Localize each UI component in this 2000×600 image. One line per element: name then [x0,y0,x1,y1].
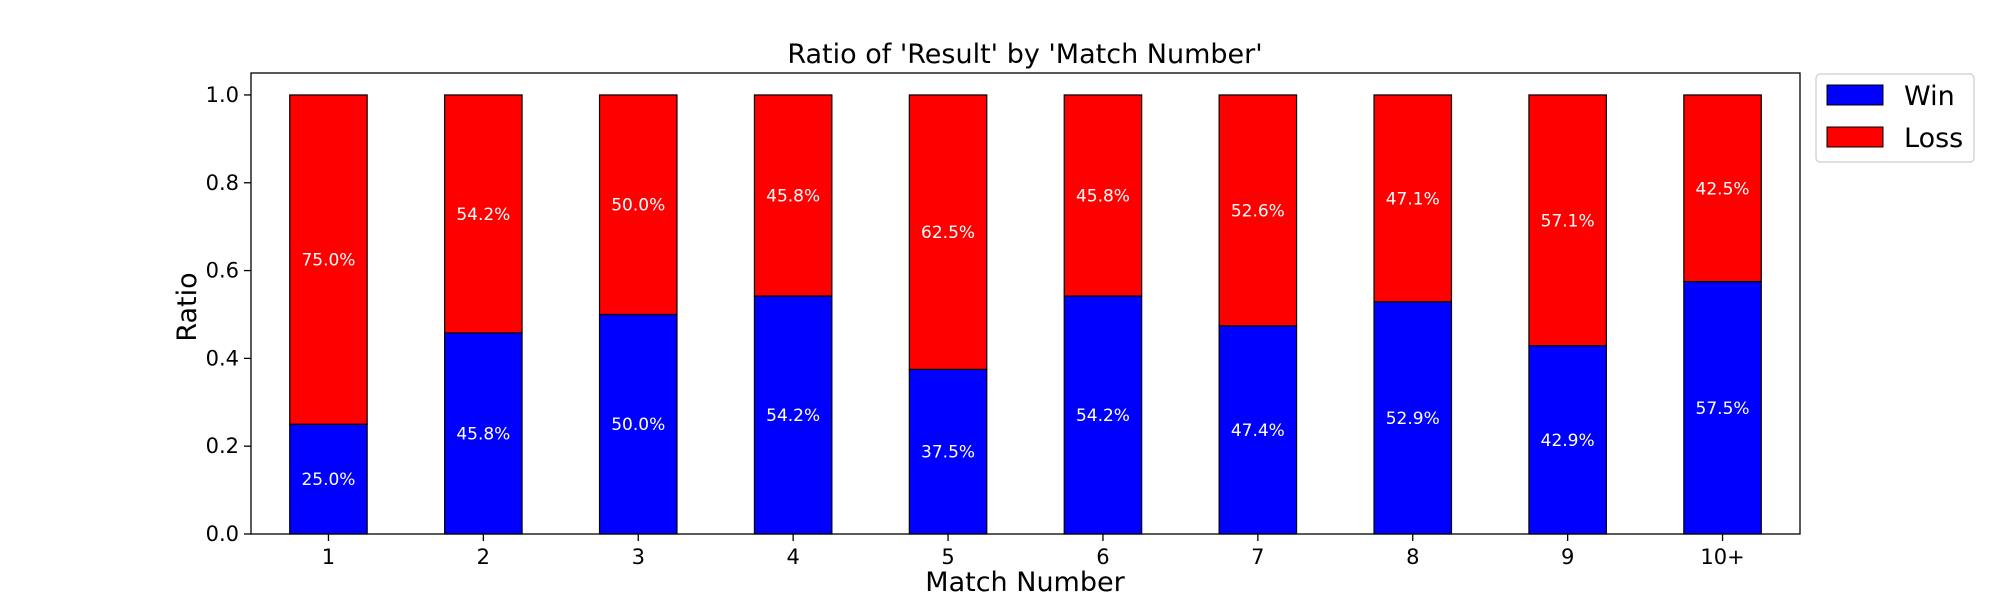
x-tick-label: 7 [1251,545,1264,569]
bar-loss [598,94,678,316]
bar-win [1063,295,1143,535]
x-tick-label: 9 [1561,545,1574,569]
data-label-loss: 45.8% [1076,186,1130,206]
bar-loss [753,94,833,297]
data-label-win: 57.5% [1696,399,1750,419]
x-tick-label: 5 [941,545,954,569]
bar-loss [1218,94,1298,327]
x-tick-label: 2 [477,545,490,569]
data-label-win: 47.4% [1231,421,1285,441]
bar-loss [289,94,368,425]
y-tick-label: 0.8 [206,171,239,195]
bar-win [598,313,678,535]
chart-title: Ratio of 'Result' by 'Match Number' [787,39,1262,70]
y-tick-label: 1.0 [206,83,239,107]
data-label-win: 45.8% [456,424,510,444]
legend-label-loss: Loss [1904,123,1963,154]
data-label-loss: 45.8% [766,186,820,206]
x-tick-label: 1 [322,545,335,569]
x-tick-label: 10+ [1700,545,1744,569]
legend: Win Loss [1815,73,1975,163]
x-tick-label: 6 [1096,545,1109,569]
data-label-loss: 52.6% [1231,201,1285,221]
x-axis-label: Match Number [925,567,1125,598]
bar-win [444,332,523,535]
bar-loss [1683,94,1762,283]
data-label-win: 54.2% [1076,406,1130,426]
data-label-loss: 57.1% [1541,211,1595,231]
data-label-loss: 47.1% [1386,189,1440,209]
plot-area: 0.0 0.2 0.4 0.6 0.8 1.0 25.0% 75.0% 1 45.8% 54.2% 2… [206,83,1762,569]
bar-loss [1063,94,1143,297]
y-tick-label: 0.0 [206,522,239,546]
x-tick-label: 3 [632,545,645,569]
bar-loss [444,94,523,334]
x-tick-label: 8 [1406,545,1419,569]
legend-label-win: Win [1904,81,1955,112]
bar-loss [1373,94,1453,303]
bar-loss [1528,94,1607,347]
plot-frame [250,72,1801,535]
legend-swatch-win [1826,84,1884,106]
data-label-loss: 50.0% [611,196,665,216]
bar-win [1373,301,1453,535]
data-label-win: 25.0% [301,470,355,490]
data-label-win: 52.9% [1386,409,1440,429]
data-label-win: 54.2% [766,406,820,426]
y-axis-label: Ratio [172,272,203,341]
data-label-loss: 54.2% [456,205,510,225]
bar-loss [908,94,988,370]
data-label-win: 37.5% [921,443,975,463]
y-tick-label: 0.6 [206,259,239,283]
x-tick-label: 4 [786,545,799,569]
y-tick-label: 0.2 [206,434,239,458]
data-label-win: 50.0% [611,415,665,435]
data-label-loss: 42.5% [1696,179,1750,199]
bar-win [1683,280,1762,535]
data-label-loss: 62.5% [921,223,975,243]
y-tick-label: 0.4 [206,346,239,370]
data-label-win: 42.9% [1541,431,1595,451]
bar-win [908,368,988,535]
data-label-loss: 75.0% [301,251,355,271]
legend-swatch-loss [1826,126,1884,148]
